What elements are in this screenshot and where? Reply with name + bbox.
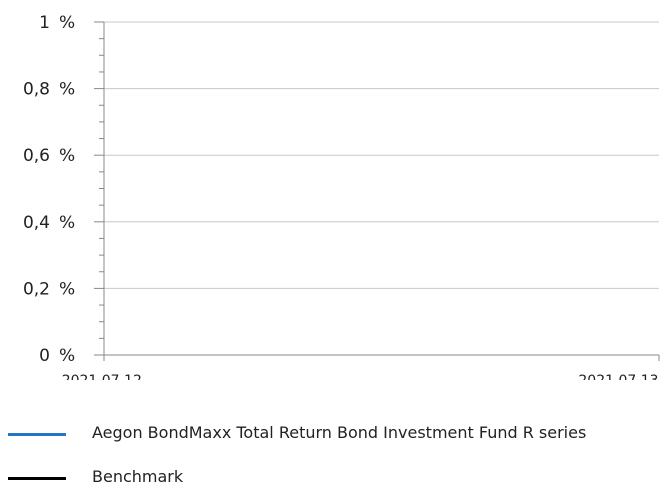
x-tick-labels: 2021.07.12. 2021.07.13. — [62, 373, 663, 380]
y-tick-label: 1 — [39, 13, 50, 33]
x-tick-label: 2021.07.13. — [578, 373, 663, 380]
x-tick-label: 2021.07.12. — [62, 373, 147, 380]
y-tick-unit: % — [59, 346, 75, 366]
chart-area: 0%0,2%0,4%0,6%0,8%1% 2021.07.12.2021.07.… — [23, 13, 663, 380]
legend-swatch-benchmark — [8, 477, 66, 480]
y-tick-unit: % — [59, 13, 75, 33]
y-tick-label: 0,2 — [23, 279, 50, 299]
y-tick-unit: % — [59, 146, 75, 166]
legend-item-benchmark[interactable]: Benchmark — [0, 464, 665, 494]
y-tick-unit: % — [59, 279, 75, 299]
gridlines — [104, 21, 659, 289]
y-tick-label: 0,4 — [23, 213, 50, 233]
y-tick-unit: % — [59, 80, 75, 100]
legend-label-fund: Aegon BondMaxx Total Return Bond Investm… — [92, 423, 587, 442]
y-tick-label: 0 — [39, 346, 50, 366]
y-tick-labels: 0 % 0,2 % 0,4 % 0,6 % 0,8 % 1% — [23, 13, 75, 366]
legend-item-fund[interactable]: Aegon BondMaxx Total Return Bond Investm… — [0, 420, 665, 450]
legend-swatch-fund — [8, 433, 66, 436]
y-tick-unit: % — [59, 213, 75, 233]
y-tick-label: 0,6 — [23, 146, 50, 166]
axes — [94, 21, 660, 361]
legend-label-benchmark: Benchmark — [92, 467, 184, 486]
y-tick-label: 0,8 — [23, 80, 50, 100]
